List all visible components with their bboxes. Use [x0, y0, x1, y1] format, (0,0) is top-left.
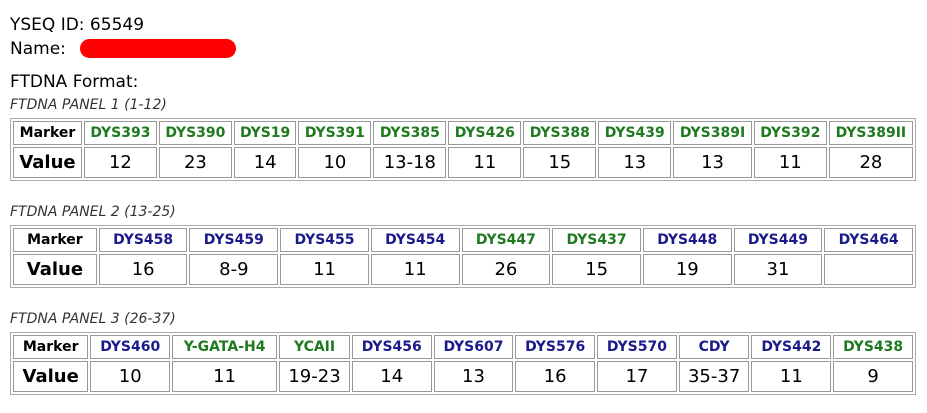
row-header: Marker — [13, 228, 97, 252]
panel-title: FTDNA PANEL 1 (1-12) — [10, 97, 167, 113]
marker-row: Marker DYS393 DYS390 DYS19 DYS391 DYS385 DYS42… — [13, 121, 913, 145]
marker-value: 14 — [351, 361, 432, 392]
marker-value: 11 — [370, 254, 460, 285]
marker-name: DYS454 — [370, 228, 460, 252]
row-header: Marker — [13, 335, 89, 359]
row-header: Value — [13, 361, 89, 392]
marker-value: 8-9 — [189, 254, 279, 285]
row-header: Value — [13, 147, 82, 178]
redaction — [80, 39, 236, 58]
marker-value: 15 — [552, 254, 641, 285]
marker-name: DYS426 — [448, 121, 522, 145]
marker-name: DYS449 — [733, 228, 823, 252]
marker-value: 28 — [828, 147, 913, 178]
marker-name: CDY — [678, 335, 750, 359]
marker-value: 11 — [172, 361, 278, 392]
marker-value: 11 — [448, 147, 522, 178]
marker-name: DYS458 — [98, 228, 188, 252]
marker-value: 19 — [642, 254, 732, 285]
table-body: Marker DYS393 DYS390 DYS19 DYS391 DYS385 DYS42… — [13, 121, 913, 178]
marker-name: DYS459 — [189, 228, 279, 252]
panel-title: FTDNA PANEL 2 (13-25) — [10, 204, 176, 220]
marker-value: 11 — [753, 147, 827, 178]
marker-name: DYS447 — [461, 228, 551, 252]
row-header: Value — [13, 254, 97, 285]
marker-value: 11 — [280, 254, 369, 285]
marker-value: 14 — [233, 147, 297, 178]
marker-name: DYS391 — [298, 121, 372, 145]
marker-name: DYS385 — [373, 121, 447, 145]
marker-table: Marker DYS460 Y-GATA-H4 YCAII DYS456 DYS607 DY… — [10, 332, 916, 395]
marker-row: Marker DYS460 Y-GATA-H4 YCAII DYS456 DYS607 DY… — [13, 335, 913, 359]
marker-name: DYS389II — [828, 121, 913, 145]
yseq-id: YSEQ ID: 65549 — [10, 15, 145, 35]
marker-value: 9 — [833, 361, 913, 392]
marker-value: 17 — [597, 361, 677, 392]
marker-name: DYS464 — [824, 228, 913, 252]
marker-value: 16 — [515, 361, 596, 392]
marker-value: 13 — [433, 361, 514, 392]
marker-name: DYS570 — [597, 335, 677, 359]
marker-name: DYS607 — [433, 335, 514, 359]
marker-value: 31 — [733, 254, 823, 285]
marker-name: DYS439 — [598, 121, 672, 145]
value-row: Value 10 11 19-23 14 13 16 17 35-37 11 9 — [13, 361, 913, 392]
marker-value: 26 — [461, 254, 551, 285]
marker-name: DYS393 — [83, 121, 157, 145]
table-body: Marker DYS458 DYS459 DYS455 DYS454 DYS447 DYS4… — [13, 228, 913, 285]
marker-value: 13 — [598, 147, 672, 178]
marker-row: Marker DYS458 DYS459 DYS455 DYS454 DYS447 DYS4… — [13, 228, 913, 252]
marker-value: 11 — [751, 361, 832, 392]
marker-value: 19-23 — [279, 361, 350, 392]
marker-name: DYS576 — [515, 335, 596, 359]
marker-table: Marker DYS458 DYS459 DYS455 DYS454 DYS447 DYS4… — [10, 225, 916, 288]
marker-name: DYS438 — [833, 335, 913, 359]
marker-name: DYS388 — [523, 121, 597, 145]
marker-name: DYS460 — [90, 335, 171, 359]
marker-name: DYS455 — [280, 228, 369, 252]
marker-value: 15 — [523, 147, 597, 178]
marker-value: 12 — [83, 147, 157, 178]
table-body: Marker DYS460 Y-GATA-H4 YCAII DYS456 DYS607 DY… — [13, 335, 913, 392]
marker-value: 10 — [298, 147, 372, 178]
marker-name: DYS389I — [673, 121, 752, 145]
row-header: Marker — [13, 121, 82, 145]
marker-value: 13 — [673, 147, 752, 178]
marker-value: 35-37 — [678, 361, 750, 392]
marker-value: 16 — [98, 254, 188, 285]
marker-name: DYS390 — [158, 121, 232, 145]
marker-name: DYS456 — [351, 335, 432, 359]
marker-value: 13-18 — [373, 147, 447, 178]
panel-title: FTDNA PANEL 3 (26-37) — [10, 311, 176, 327]
value-row: Value 16 8-9 11 11 26 15 19 31 — [13, 254, 913, 285]
marker-name: DYS448 — [642, 228, 732, 252]
marker-value: 10 — [90, 361, 171, 392]
format-label: FTDNA Format: — [10, 72, 139, 92]
marker-value: 23 — [158, 147, 232, 178]
marker-name: DYS437 — [552, 228, 641, 252]
marker-name: YCAII — [279, 335, 350, 359]
marker-name: DYS392 — [753, 121, 827, 145]
value-row: Value 12 23 14 10 13-18 11 15 13 13 11 28 — [13, 147, 913, 178]
marker-name: DYS19 — [233, 121, 297, 145]
marker-table: Marker DYS393 DYS390 DYS19 DYS391 DYS385 DYS42… — [10, 118, 916, 181]
marker-value — [824, 254, 913, 285]
marker-name: Y-GATA-H4 — [172, 335, 278, 359]
name-label: Name: — [10, 39, 66, 59]
marker-name: DYS442 — [751, 335, 832, 359]
